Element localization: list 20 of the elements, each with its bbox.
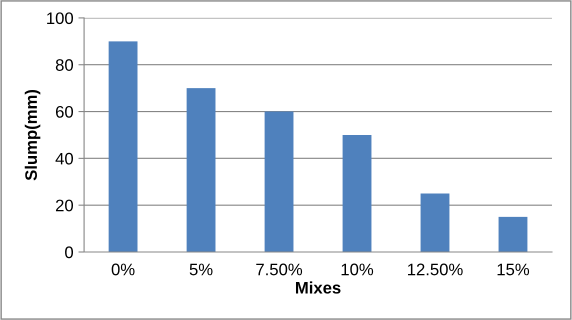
x-tick-label: 5% xyxy=(190,264,213,276)
y-tick-label: 40 xyxy=(56,152,74,165)
x-tick-label: 15% xyxy=(498,264,530,276)
x-tick-label: 7.50% xyxy=(256,264,302,276)
y-tick-label: 100 xyxy=(47,12,74,24)
y-tick-label: 0 xyxy=(65,246,74,258)
x-tick-label: 10% xyxy=(342,264,374,276)
bar xyxy=(420,193,450,252)
y-tick-label: 80 xyxy=(56,59,74,71)
bar xyxy=(186,88,216,252)
y-tick-label: 60 xyxy=(56,106,74,118)
bar xyxy=(498,216,528,252)
x-axis-title: Mixes xyxy=(296,281,341,294)
y-axis-title: Slump(mm) xyxy=(24,90,40,180)
bar xyxy=(108,41,138,252)
x-tick-label: 0% xyxy=(112,264,135,276)
y-tick-label: 20 xyxy=(56,200,74,212)
bar xyxy=(264,112,294,252)
bar xyxy=(342,134,372,252)
x-tick-label: 12.50% xyxy=(408,264,463,276)
